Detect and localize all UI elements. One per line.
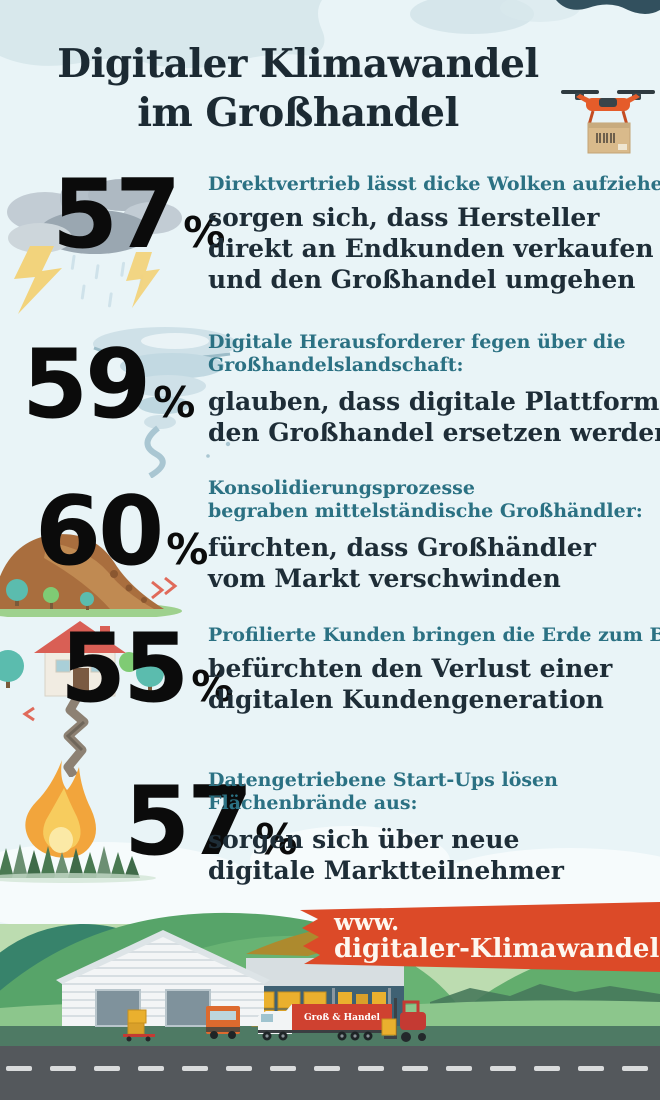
stat-text: Konsolidierungsprozesse begraben mittels… — [208, 477, 658, 594]
landslide-icon — [0, 534, 182, 617]
stat-heading: Flächenbrände aus: — [208, 792, 418, 814]
stat-value-number: 55 — [60, 614, 189, 724]
page-title: Digitaler Klimawandel im Großhandel — [0, 40, 596, 138]
stat-text: Profilierte Kunden bringen die Erde zum … — [208, 624, 660, 715]
stat-value: 55% — [60, 622, 233, 734]
stat-value-number: 57 — [52, 160, 181, 270]
stat-heading: Direktvertrieb lässt dicke Wolken aufzie… — [208, 173, 660, 195]
stat-body-line: fürchten, dass Großhändler — [208, 533, 596, 562]
stat-value: 59% — [22, 338, 195, 450]
stat-heading: Profilierte Kunden bringen die Erde zum … — [208, 624, 660, 646]
stat-body-line: digitale Marktteilnehmer — [208, 856, 564, 885]
website-url-line2: digitaler-Klimawandel.de — [334, 934, 660, 964]
stat-body-line: vom Markt verschwinden — [208, 564, 561, 593]
white-cloud — [250, 826, 450, 896]
stat-value: 60% — [35, 485, 208, 597]
truck-trailer-label: Groß & Handel — [304, 1013, 380, 1023]
page-title-line1: Digitaler Klimawandel — [57, 41, 539, 87]
percent-sign: % — [191, 662, 234, 711]
stat-body-line: sorgen sich über neue — [208, 825, 520, 854]
stat-value: 57% — [52, 168, 225, 280]
stat-heading: begraben mittelständische Großhändler: — [208, 500, 643, 522]
percent-sign: % — [255, 815, 298, 864]
stat-value-number: 57 — [124, 767, 253, 877]
stat-body-line: direkt an Endkunden verkaufen — [208, 234, 654, 263]
stat-body-line: den Großhandel ersetzen werden. — [208, 418, 660, 447]
stat-heading: Digitale Herausforderer fegen über die — [208, 331, 626, 353]
stat-value: 57% — [124, 775, 297, 887]
stat-value-number: 59 — [22, 330, 151, 440]
stat-body-line: digitalen Kundengeneration — [208, 685, 604, 714]
stat-heading: Großhandelslandschaft: — [208, 354, 464, 376]
top-clouds-decoration — [0, 0, 660, 69]
percent-sign: % — [153, 378, 196, 427]
delivery-drone-icon — [561, 90, 655, 154]
stat-text: Direktvertrieb lässt dicke Wolken aufzie… — [208, 173, 660, 295]
wildfire-icon — [0, 760, 156, 883]
stat-body-line: befürchten den Verlust einer — [208, 654, 613, 683]
storm-cloud-lightning-icon — [7, 179, 182, 314]
stat-heading: Konsolidierungsprozesse — [208, 477, 475, 499]
stat-text: Datengetriebene Start-Ups lösen Flächenb… — [208, 769, 658, 886]
percent-sign: % — [166, 525, 209, 574]
warehouse-landscape-illustration — [0, 902, 660, 1100]
stat-heading: Datengetriebene Start-Ups lösen — [208, 769, 558, 791]
tornado-icon — [93, 327, 237, 478]
stat-text: Digitale Herausforderer fegen über die G… — [208, 331, 660, 448]
earthquake-icon — [0, 621, 164, 777]
page-title-line2: im Großhandel — [137, 90, 459, 136]
stat-body-line: glauben, dass digitale Plattformen — [208, 387, 660, 416]
stat-body-line: und den Großhandel umgehen — [208, 265, 636, 294]
percent-sign: % — [183, 208, 226, 257]
stat-body-line: sorgen sich, dass Hersteller — [208, 203, 600, 232]
website-url-line1: www. — [334, 909, 400, 936]
stat-value-number: 60 — [35, 477, 164, 587]
